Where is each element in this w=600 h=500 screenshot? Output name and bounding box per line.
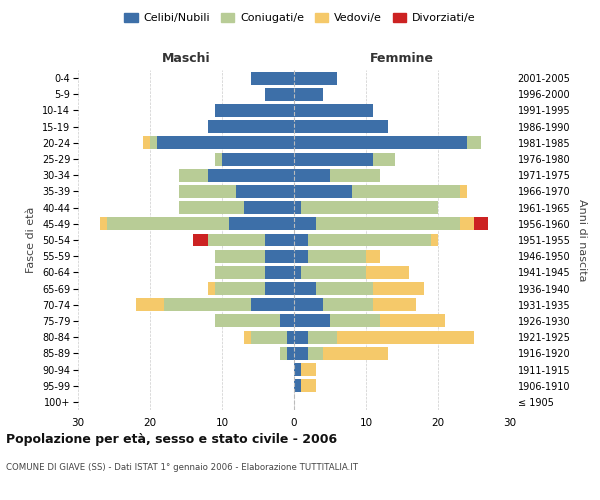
Y-axis label: Anni di nascita: Anni di nascita xyxy=(577,198,587,281)
Bar xyxy=(330,169,380,181)
Bar xyxy=(265,282,294,295)
Bar xyxy=(215,152,222,166)
Bar xyxy=(208,234,265,246)
Bar xyxy=(294,185,352,198)
Bar xyxy=(215,250,265,262)
Bar xyxy=(193,234,208,246)
Bar xyxy=(366,250,380,262)
Bar xyxy=(236,185,294,198)
Text: Maschi: Maschi xyxy=(161,52,211,65)
Bar xyxy=(229,218,294,230)
Bar xyxy=(265,250,294,262)
Bar xyxy=(460,218,474,230)
Bar xyxy=(308,330,337,344)
Bar xyxy=(308,347,323,360)
Bar xyxy=(280,347,287,360)
Bar xyxy=(157,136,294,149)
Bar xyxy=(179,185,236,198)
Bar xyxy=(460,185,467,198)
Bar xyxy=(208,282,215,295)
Bar xyxy=(265,88,294,101)
Bar xyxy=(294,250,308,262)
Bar xyxy=(294,379,301,392)
Text: Femmine: Femmine xyxy=(370,52,434,65)
Bar xyxy=(164,298,251,311)
Bar xyxy=(179,169,208,181)
Bar xyxy=(294,330,308,344)
Bar xyxy=(265,266,294,279)
Bar xyxy=(316,218,460,230)
Bar xyxy=(251,298,294,311)
Y-axis label: Fasce di età: Fasce di età xyxy=(26,207,37,273)
Bar xyxy=(474,218,488,230)
Bar xyxy=(301,379,316,392)
Bar xyxy=(294,169,330,181)
Text: Popolazione per età, sesso e stato civile - 2006: Popolazione per età, sesso e stato civil… xyxy=(6,432,337,446)
Bar xyxy=(244,330,251,344)
Bar xyxy=(179,201,244,214)
Bar xyxy=(330,314,380,328)
Bar xyxy=(294,104,373,117)
Bar xyxy=(222,152,294,166)
Bar xyxy=(215,266,265,279)
Bar xyxy=(251,330,287,344)
Bar xyxy=(107,218,229,230)
Legend: Celibi/Nubili, Coniugati/e, Vedovi/e, Divorziati/e: Celibi/Nubili, Coniugati/e, Vedovi/e, Di… xyxy=(120,8,480,28)
Bar xyxy=(208,169,294,181)
Bar xyxy=(208,120,294,133)
Bar xyxy=(265,234,294,246)
Bar xyxy=(136,298,164,311)
Bar xyxy=(294,136,467,149)
Bar xyxy=(373,152,395,166)
Bar xyxy=(150,136,157,149)
Bar xyxy=(294,218,316,230)
Bar xyxy=(280,314,294,328)
Bar xyxy=(316,282,373,295)
Bar xyxy=(215,314,280,328)
Bar xyxy=(373,282,424,295)
Bar xyxy=(294,347,308,360)
Bar xyxy=(294,120,388,133)
Bar xyxy=(337,330,474,344)
Bar xyxy=(467,136,481,149)
Bar xyxy=(323,298,373,311)
Bar xyxy=(294,234,308,246)
Bar xyxy=(294,282,316,295)
Bar xyxy=(380,314,445,328)
Bar xyxy=(215,282,265,295)
Bar xyxy=(294,298,323,311)
Bar xyxy=(287,330,294,344)
Bar xyxy=(352,185,460,198)
Bar xyxy=(100,218,107,230)
Bar xyxy=(308,250,366,262)
Bar xyxy=(244,201,294,214)
Bar xyxy=(301,266,366,279)
Text: COMUNE DI GIAVE (SS) - Dati ISTAT 1° gennaio 2006 - Elaborazione TUTTITALIA.IT: COMUNE DI GIAVE (SS) - Dati ISTAT 1° gen… xyxy=(6,462,358,471)
Bar xyxy=(366,266,409,279)
Bar xyxy=(301,201,438,214)
Bar xyxy=(143,136,150,149)
Bar xyxy=(301,363,316,376)
Bar xyxy=(287,347,294,360)
Bar xyxy=(431,234,438,246)
Bar xyxy=(294,314,330,328)
Bar xyxy=(294,88,323,101)
Bar xyxy=(323,347,388,360)
Bar xyxy=(308,234,431,246)
Bar xyxy=(294,266,301,279)
Bar xyxy=(373,298,416,311)
Bar xyxy=(294,363,301,376)
Bar xyxy=(215,104,294,117)
Bar xyxy=(251,72,294,85)
Bar xyxy=(294,201,301,214)
Bar xyxy=(294,152,373,166)
Bar xyxy=(294,72,337,85)
